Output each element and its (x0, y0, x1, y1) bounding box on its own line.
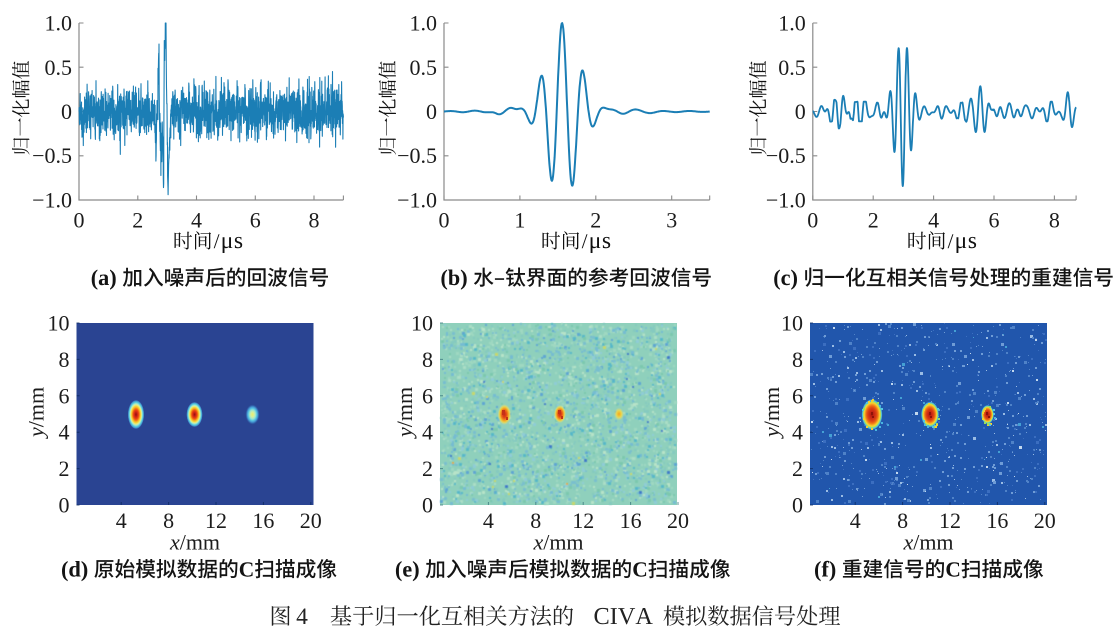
svg-text:0: 0 (439, 208, 450, 233)
svg-text:0: 0 (74, 208, 85, 233)
svg-text:6: 6 (250, 208, 261, 233)
svg-text:0.5: 0.5 (45, 55, 73, 80)
svg-text:8: 8 (792, 347, 803, 372)
svg-text:2: 2 (422, 456, 433, 481)
svg-text:y/mm: y/mm (759, 387, 784, 439)
svg-text:4: 4 (792, 420, 803, 445)
svg-text:−0.5: −0.5 (32, 143, 72, 168)
svg-text:8: 8 (309, 208, 320, 233)
svg-text:−0.5: −0.5 (766, 143, 806, 168)
svg-text:1.0: 1.0 (778, 11, 806, 36)
svg-text:8: 8 (422, 347, 433, 372)
svg-text:4: 4 (850, 508, 861, 533)
svg-text:2: 2 (132, 208, 143, 233)
svg-text:10: 10 (411, 311, 433, 336)
svg-text:y/mm: y/mm (392, 387, 417, 439)
svg-text:0: 0 (807, 208, 818, 233)
svg-text:4: 4 (483, 508, 494, 533)
svg-text:4: 4 (59, 420, 70, 445)
svg-text:−0.5: −0.5 (397, 143, 437, 168)
svg-text:3: 3 (666, 208, 677, 233)
svg-text:y/mm: y/mm (24, 387, 49, 439)
svg-text:12: 12 (939, 508, 961, 533)
svg-text:4: 4 (928, 208, 939, 233)
svg-text:0.5: 0.5 (410, 55, 438, 80)
svg-text:8: 8 (1049, 208, 1060, 233)
svg-text:x/mm: x/mm (902, 530, 953, 555)
svg-text:−1.0: −1.0 (397, 188, 437, 213)
svg-text:10: 10 (781, 311, 803, 336)
svg-text:6: 6 (422, 383, 433, 408)
svg-text:6: 6 (989, 208, 1000, 233)
svg-text:x/mm: x/mm (169, 530, 220, 555)
svg-text:10: 10 (48, 311, 70, 336)
svg-text:0: 0 (422, 493, 433, 518)
svg-text:0: 0 (792, 493, 803, 518)
svg-text:8: 8 (897, 508, 908, 533)
svg-text:0: 0 (61, 99, 72, 124)
svg-text:20: 20 (1034, 508, 1056, 533)
svg-text:6: 6 (59, 383, 70, 408)
svg-text:2: 2 (792, 456, 803, 481)
svg-text:4: 4 (191, 208, 202, 233)
svg-text:0: 0 (795, 99, 806, 124)
svg-text:x/mm: x/mm (532, 530, 583, 555)
svg-text:2: 2 (590, 208, 601, 233)
svg-text:0.5: 0.5 (778, 55, 806, 80)
svg-text:1.0: 1.0 (45, 11, 73, 36)
svg-text:0: 0 (59, 493, 70, 518)
svg-text:12: 12 (205, 508, 227, 533)
svg-text:8: 8 (530, 508, 541, 533)
svg-text:16: 16 (620, 508, 642, 533)
svg-text:4: 4 (422, 420, 433, 445)
svg-text:2: 2 (868, 208, 879, 233)
svg-text:8: 8 (163, 508, 174, 533)
svg-text:8: 8 (59, 347, 70, 372)
svg-text:20: 20 (300, 508, 322, 533)
svg-text:−1.0: −1.0 (32, 188, 72, 213)
svg-text:16: 16 (252, 508, 274, 533)
svg-text:1.0: 1.0 (410, 11, 438, 36)
svg-text:12: 12 (572, 508, 594, 533)
svg-text:20: 20 (667, 508, 689, 533)
svg-text:−1.0: −1.0 (766, 188, 806, 213)
svg-text:0: 0 (426, 99, 437, 124)
svg-text:4: 4 (116, 508, 127, 533)
svg-text:2: 2 (59, 456, 70, 481)
svg-text:16: 16 (986, 508, 1008, 533)
svg-text:1: 1 (514, 208, 525, 233)
svg-text:6: 6 (792, 383, 803, 408)
